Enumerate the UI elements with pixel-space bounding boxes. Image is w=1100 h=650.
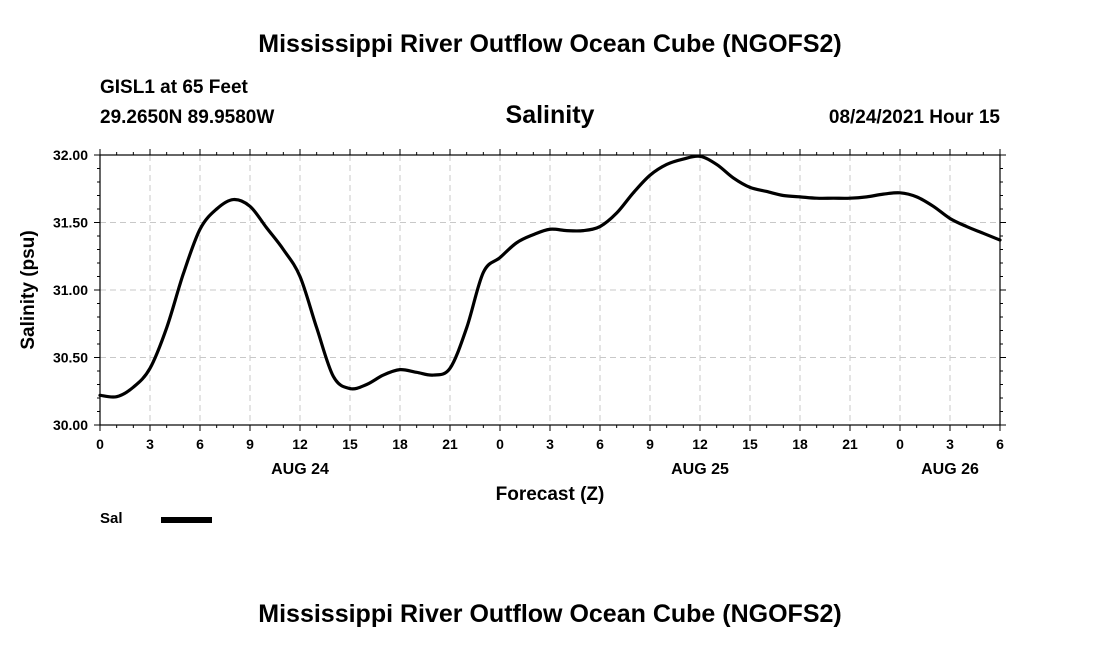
- x-tick-label: 9: [646, 436, 654, 452]
- x-tick-label: 3: [546, 436, 554, 452]
- date-label: AUG 25: [671, 461, 729, 478]
- y-tick-label: 32.00: [53, 147, 88, 163]
- date-label: AUG 26: [921, 461, 979, 478]
- x-tick-label: 3: [946, 436, 954, 452]
- chart-title: Mississippi River Outflow Ocean Cube (NG…: [258, 30, 842, 58]
- series-line-sal: [98, 154, 1002, 399]
- x-tick-label: 18: [792, 436, 808, 452]
- x-axis-label: Forecast (Z): [496, 484, 605, 505]
- x-tick-label: 15: [342, 436, 358, 452]
- x-tick-label: 6: [996, 436, 1004, 452]
- x-tick-label: 0: [896, 436, 904, 452]
- x-tick-label: 18: [392, 436, 408, 452]
- x-tick-label: 15: [742, 436, 758, 452]
- station-label: GISL1 at 65 Feet: [100, 77, 248, 98]
- footer-title: Mississippi River Outflow Ocean Cube (NG…: [258, 600, 842, 628]
- variable-subtitle: Salinity: [505, 101, 595, 129]
- x-tick-label: 0: [496, 436, 504, 452]
- date-label: AUG 24: [271, 461, 329, 478]
- y-tick-label: 31.00: [53, 282, 88, 298]
- legend-label: Sal: [100, 510, 123, 527]
- x-tick-label: 21: [842, 436, 858, 452]
- station-coordinates: 29.2650N 89.9580W: [100, 107, 275, 128]
- x-tick-label: 3: [146, 436, 154, 452]
- x-tick-label: 9: [246, 436, 254, 452]
- x-tick-label: 12: [692, 436, 708, 452]
- x-tick-label: 6: [596, 436, 604, 452]
- x-tick-label: 0: [96, 436, 104, 452]
- x-tick-label: 21: [442, 436, 458, 452]
- x-tick-label: 12: [292, 436, 308, 452]
- y-tick-label: 31.50: [53, 215, 88, 231]
- legend-swatch: [161, 517, 212, 523]
- y-tick-label: 30.50: [53, 350, 88, 366]
- y-axis-label: Salinity (psu): [18, 230, 39, 349]
- forecast-datetime: 08/24/2021 Hour 15: [828, 107, 1000, 128]
- y-tick-label: 30.00: [53, 417, 88, 433]
- x-tick-label: 6: [196, 436, 204, 452]
